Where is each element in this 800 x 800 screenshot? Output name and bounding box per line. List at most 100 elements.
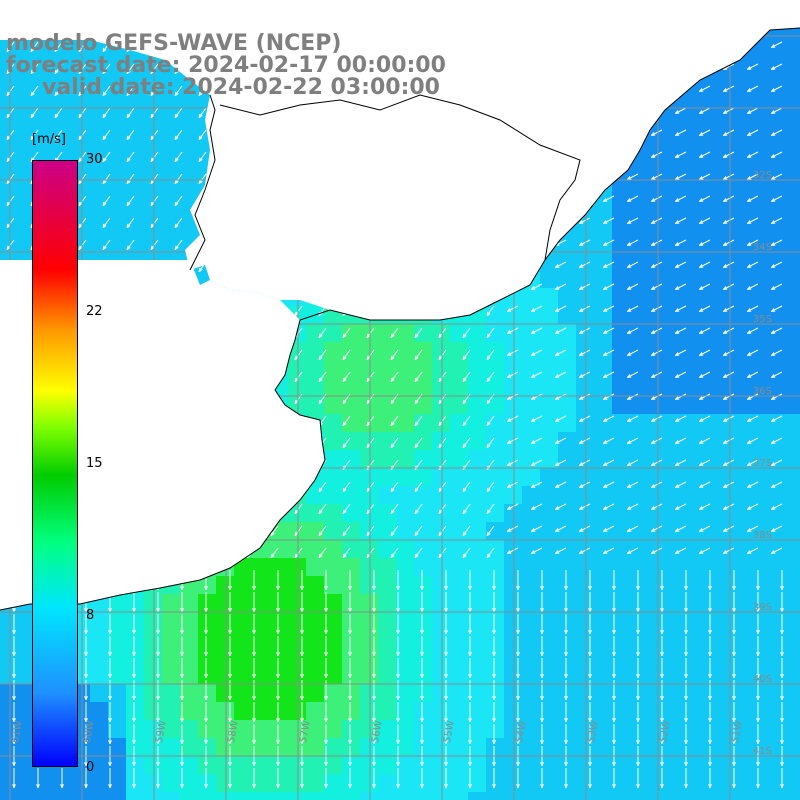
speed-cell xyxy=(720,792,739,800)
wind-arrow xyxy=(102,195,111,207)
speed-cell xyxy=(504,360,523,379)
wind-arrow xyxy=(626,393,639,400)
wind-arrow xyxy=(660,636,664,657)
speed-cell xyxy=(612,360,631,379)
speed-cell xyxy=(126,144,145,163)
speed-cell xyxy=(666,702,685,721)
speed-cell xyxy=(126,216,145,235)
speed-cell xyxy=(612,432,631,451)
speed-cell xyxy=(702,414,721,433)
wind-arrow xyxy=(486,415,495,427)
lat-label: 40S xyxy=(752,674,772,685)
speed-cell xyxy=(342,702,361,721)
speed-cell xyxy=(648,360,667,379)
lat-label: 39S xyxy=(752,602,772,613)
wind-arrow xyxy=(300,658,304,679)
wind-arrow xyxy=(486,349,495,361)
wind-arrow xyxy=(420,570,424,591)
wind-arrow xyxy=(770,525,783,532)
speed-cell xyxy=(450,612,469,631)
speed-cell xyxy=(468,522,487,541)
wind-arrow xyxy=(780,680,784,701)
speed-cell xyxy=(684,486,703,505)
wind-arrow xyxy=(132,724,136,745)
speed-cell xyxy=(738,198,757,217)
speed-cell xyxy=(504,594,523,613)
speed-cell xyxy=(414,522,433,541)
wind-arrow xyxy=(420,702,424,723)
speed-cell xyxy=(702,738,721,757)
speed-cell xyxy=(738,774,757,793)
speed-cell xyxy=(738,612,757,631)
speed-cell xyxy=(270,702,289,721)
speed-cell xyxy=(792,486,800,505)
speed-cell xyxy=(90,216,109,235)
speed-cell xyxy=(684,414,703,433)
wind-arrow xyxy=(650,261,663,268)
wind-arrow xyxy=(674,437,687,444)
speed-cell xyxy=(414,414,433,433)
speed-cell xyxy=(486,522,505,541)
speed-cell xyxy=(774,396,793,415)
wind-arrow xyxy=(204,702,208,723)
speed-cell xyxy=(18,756,37,775)
speed-cell xyxy=(72,36,91,55)
speed-cell xyxy=(162,108,181,127)
speed-cell xyxy=(594,468,613,487)
speed-cell xyxy=(702,396,721,415)
speed-cell xyxy=(774,612,793,631)
wind-arrow xyxy=(390,415,399,427)
speed-cell xyxy=(288,702,307,721)
speed-cell xyxy=(306,792,325,800)
speed-cell xyxy=(414,756,433,775)
speed-cell xyxy=(378,414,397,433)
speed-cell xyxy=(486,630,505,649)
wind-arrow xyxy=(540,592,544,613)
speed-cell xyxy=(504,792,523,800)
speed-cell xyxy=(342,630,361,649)
speed-cell xyxy=(288,522,307,541)
speed-cell xyxy=(702,360,721,379)
speed-cell xyxy=(180,684,199,703)
speed-cell xyxy=(432,468,451,487)
wind-arrow xyxy=(770,261,783,268)
speed-cell xyxy=(576,432,595,451)
speed-cell xyxy=(414,630,433,649)
wind-arrow xyxy=(732,768,736,789)
wind-arrow xyxy=(660,724,664,745)
speed-cell xyxy=(756,144,775,163)
speed-cell xyxy=(450,576,469,595)
speed-cell xyxy=(648,216,667,235)
wind-arrow xyxy=(722,173,735,180)
speed-cell xyxy=(126,792,145,800)
speed-cell xyxy=(594,576,613,595)
wind-arrow xyxy=(780,592,784,613)
speed-cell xyxy=(0,630,19,649)
speed-cell xyxy=(576,468,595,487)
speed-cell xyxy=(342,756,361,775)
speed-cell xyxy=(558,630,577,649)
speed-cell xyxy=(756,540,775,559)
speed-cell xyxy=(594,342,613,361)
wind-arrow xyxy=(578,283,591,290)
speed-cell xyxy=(126,198,145,217)
wind-arrow xyxy=(132,658,136,679)
speed-cell xyxy=(630,594,649,613)
speed-cell xyxy=(396,738,415,757)
wind-arrow xyxy=(780,636,784,657)
speed-cell xyxy=(540,414,559,433)
speed-cell xyxy=(360,432,379,451)
speed-cell xyxy=(126,612,145,631)
wind-arrow xyxy=(506,459,519,466)
speed-cell xyxy=(288,360,307,379)
speed-cell xyxy=(576,234,595,253)
speed-cell xyxy=(630,612,649,631)
speed-cell xyxy=(90,720,109,739)
speed-cell xyxy=(702,288,721,307)
speed-cell xyxy=(450,702,469,721)
speed-cell xyxy=(90,684,109,703)
wind-arrow xyxy=(626,261,639,268)
wind-arrow xyxy=(204,636,208,657)
speed-cell xyxy=(684,342,703,361)
speed-cell xyxy=(288,378,307,397)
